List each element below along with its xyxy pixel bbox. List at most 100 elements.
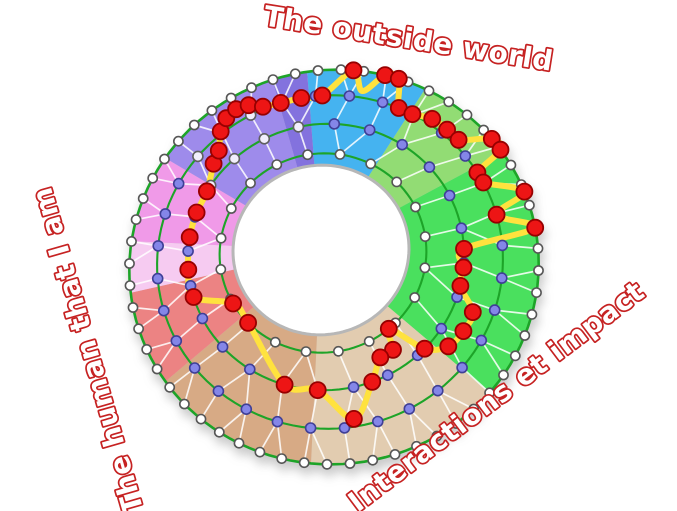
ring4-node[interactable] (419, 262, 431, 274)
ring2-node[interactable] (495, 272, 508, 284)
ring2-node[interactable] (192, 150, 204, 163)
ring1-node[interactable] (423, 85, 435, 97)
ring1-node[interactable] (130, 214, 142, 225)
ring2-node[interactable] (496, 239, 509, 252)
ring4-node[interactable] (334, 148, 346, 160)
ring1-node[interactable] (519, 330, 531, 341)
red-node[interactable] (179, 260, 198, 279)
ring3-node[interactable] (363, 124, 376, 136)
red-node[interactable] (209, 141, 228, 160)
ring2-node[interactable] (172, 177, 185, 190)
red-node[interactable] (438, 120, 457, 139)
ring1-node[interactable] (468, 403, 480, 415)
ring2-node[interactable] (459, 150, 472, 162)
ring4-node[interactable] (215, 263, 227, 275)
ring1-node[interactable] (344, 458, 356, 469)
red-node[interactable] (515, 182, 534, 201)
ring3-node[interactable] (182, 245, 194, 257)
ring2-node[interactable] (431, 384, 444, 397)
ring4-node[interactable] (363, 335, 375, 347)
red-node[interactable] (439, 337, 458, 356)
ring2-node[interactable] (456, 361, 468, 374)
ring1-node[interactable] (213, 426, 225, 438)
ring2-node[interactable] (271, 415, 284, 428)
ring1-node[interactable] (254, 446, 266, 458)
ring4-node[interactable] (409, 292, 421, 303)
ring3-node[interactable] (196, 312, 209, 325)
ring4-node[interactable] (419, 231, 431, 242)
ring1-node[interactable] (246, 82, 257, 94)
ring3-node[interactable] (292, 121, 305, 133)
ring4-node[interactable] (410, 201, 421, 213)
ring1-node[interactable] (531, 287, 542, 298)
ring3-node[interactable] (443, 189, 456, 202)
red-node[interactable] (180, 228, 199, 247)
red-node[interactable] (224, 294, 243, 313)
ring4-node[interactable] (271, 159, 283, 170)
ring1-node[interactable] (526, 308, 538, 320)
ring4-node[interactable] (365, 158, 377, 170)
ring1-node[interactable] (411, 440, 422, 452)
ring1-node[interactable] (533, 265, 544, 276)
ring3-node[interactable] (423, 161, 436, 173)
ring1-node[interactable] (509, 350, 521, 362)
ring3-node[interactable] (396, 138, 409, 151)
red-node[interactable] (363, 372, 382, 391)
red-node[interactable] (313, 86, 332, 105)
ring2-node[interactable] (475, 334, 488, 347)
ring4-node[interactable] (225, 203, 237, 214)
ring1-node[interactable] (178, 398, 190, 410)
ring1-node[interactable] (335, 64, 347, 76)
ring1-node[interactable] (321, 458, 333, 470)
red-node[interactable] (384, 340, 402, 359)
ring2-node[interactable] (212, 385, 225, 397)
ring4-node[interactable] (300, 346, 312, 357)
ring3-node[interactable] (435, 322, 448, 335)
ring1-node[interactable] (195, 413, 207, 425)
ring3-node[interactable] (347, 381, 360, 393)
red-node[interactable] (423, 110, 442, 128)
red-node[interactable] (184, 288, 203, 306)
ring1-node[interactable] (289, 68, 301, 80)
red-node[interactable] (491, 140, 510, 159)
ring1-node[interactable] (124, 258, 135, 269)
ring1-node[interactable] (484, 387, 495, 399)
ring3-node[interactable] (328, 118, 341, 130)
ring1-node[interactable] (233, 437, 245, 449)
ring2-node[interactable] (158, 304, 170, 317)
ring1-node[interactable] (141, 343, 153, 355)
ring4-node[interactable] (391, 176, 403, 188)
ring1-node[interactable] (276, 453, 288, 464)
red-node[interactable] (451, 276, 470, 295)
ring2-node[interactable] (338, 422, 351, 434)
red-node[interactable] (379, 319, 398, 338)
red-node[interactable] (403, 105, 422, 123)
ring1-node[interactable] (461, 109, 473, 121)
ring1-node[interactable] (159, 153, 170, 165)
red-node[interactable] (463, 303, 482, 322)
ring1-node[interactable] (267, 74, 279, 85)
ring1-node[interactable] (164, 381, 176, 393)
ring1-node[interactable] (450, 418, 462, 429)
ring3-node[interactable] (381, 369, 394, 382)
ring1-node[interactable] (147, 172, 159, 184)
red-node[interactable] (487, 205, 506, 224)
ring1-node[interactable] (126, 235, 137, 247)
ring2-node[interactable] (376, 96, 389, 109)
red-node[interactable] (271, 94, 290, 112)
red-node[interactable] (344, 61, 363, 80)
red-node[interactable] (454, 322, 473, 341)
ring2-node[interactable] (159, 208, 172, 220)
ring3-node[interactable] (258, 133, 271, 145)
red-node[interactable] (474, 173, 493, 192)
ring2-node[interactable] (240, 403, 253, 416)
red-node[interactable] (455, 239, 473, 258)
red-node[interactable] (253, 97, 272, 116)
ring1-node[interactable] (151, 363, 163, 375)
red-node[interactable] (239, 313, 258, 332)
red-node[interactable] (187, 203, 206, 222)
ring4-node[interactable] (269, 336, 281, 348)
ring4-node[interactable] (302, 149, 313, 161)
red-node[interactable] (389, 69, 408, 88)
ring1-node[interactable] (389, 448, 401, 460)
